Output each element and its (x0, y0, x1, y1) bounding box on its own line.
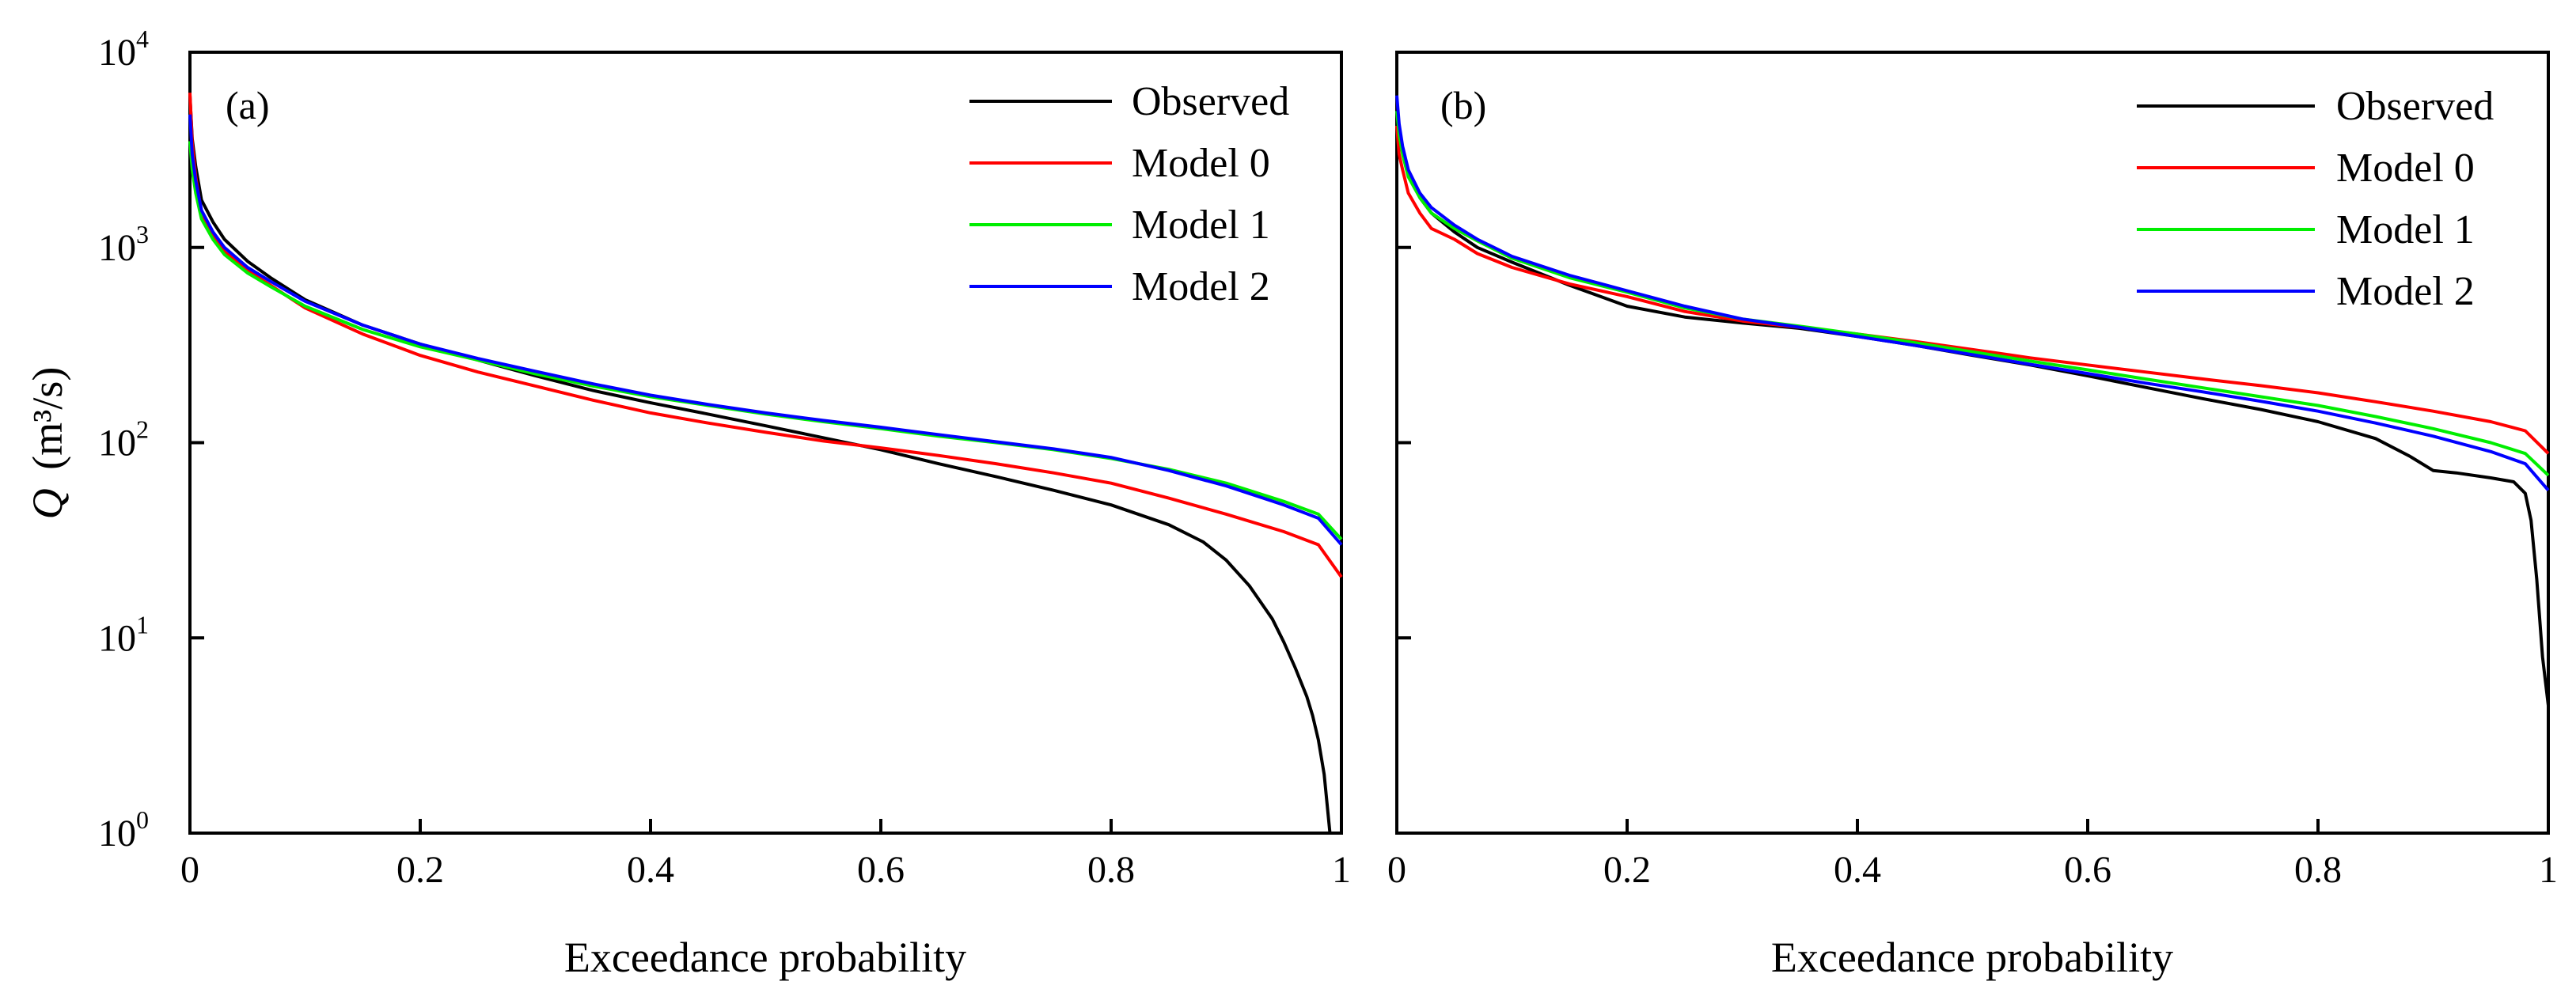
legend-label-model-1: Model 1 (2336, 207, 2475, 252)
legend-label-observed: Observed (2336, 84, 2494, 129)
legend-label-model-2: Model 2 (2336, 269, 2475, 314)
x-axis-title-a: Exceedance probability (564, 934, 966, 981)
legend-label-model-2: Model 2 (1132, 264, 1270, 309)
x-tick-label: 0.8 (1087, 849, 1135, 891)
x-tick-label: 0.2 (1603, 849, 1651, 891)
ticks-group-b: 0 0.2 0.4 0.6 0.8 1 (1387, 51, 2558, 891)
x-tick-label: 0.4 (627, 849, 674, 891)
y-axis-title-main: Q (24, 488, 71, 519)
panel-label-b: (b) (1440, 83, 1486, 127)
y-tick-label: 104 (98, 25, 149, 74)
legend-a: Observed Model 0 Model 1 Model 2 (969, 79, 1289, 309)
x-tick-label: 0 (180, 849, 199, 891)
ticks-group-a: 0 0.2 0.4 0.6 0.8 1 100 101 102 103 104 (98, 25, 1351, 891)
series-line-model-0 (188, 93, 1343, 578)
x-tick-label: 0.8 (2294, 849, 2342, 891)
x-axis-title-b: Exceedance probability (1771, 934, 2173, 981)
series-line-model-1 (188, 141, 1343, 540)
y-tick-label: 103 (98, 220, 149, 269)
y-axis-title-unit: (m³/s) (24, 367, 71, 470)
y-tick-label: 101 (98, 610, 149, 659)
panel-a: 0 0.2 0.4 0.6 0.8 1 100 101 102 103 104 (a) Exceed… (24, 25, 1351, 981)
y-tick-label: 102 (98, 415, 149, 464)
legend-label-model-1: Model 1 (1132, 203, 1270, 248)
series-line-observed (188, 95, 1332, 834)
panel-label-a: (a) (226, 83, 270, 127)
y-tick-label: 100 (98, 805, 149, 854)
legend-b: Observed Model 0 Model 1 Model 2 (2137, 84, 2494, 314)
x-tick-label: 0.2 (396, 849, 444, 891)
series-line-observed (1395, 102, 2550, 707)
series-group-a (188, 93, 1343, 834)
x-tick-label: 1 (1332, 849, 1351, 891)
panel-b: 0 0.2 0.4 0.6 0.8 1 (b) Exceedance probabilit… (1387, 51, 2558, 981)
series-line-model-1 (1395, 111, 2550, 477)
x-tick-label: 1 (2539, 849, 2558, 891)
series-line-model-2 (188, 114, 1343, 546)
x-tick-label: 0 (1387, 849, 1406, 891)
y-axis-title-a: Q (m³/s) (24, 367, 71, 520)
x-tick-label: 0.4 (1834, 849, 1881, 891)
svg-text:Q (m³/s): Q (m³/s) (24, 367, 71, 520)
legend-label-observed: Observed (1132, 79, 1289, 124)
x-tick-label: 0.6 (857, 849, 905, 891)
legend-label-model-0: Model 0 (1132, 141, 1270, 186)
x-tick-label: 0.6 (2064, 849, 2111, 891)
legend-label-model-0: Model 0 (2336, 146, 2475, 191)
series-group-b (1395, 95, 2550, 707)
series-line-model-2 (1395, 95, 2550, 492)
